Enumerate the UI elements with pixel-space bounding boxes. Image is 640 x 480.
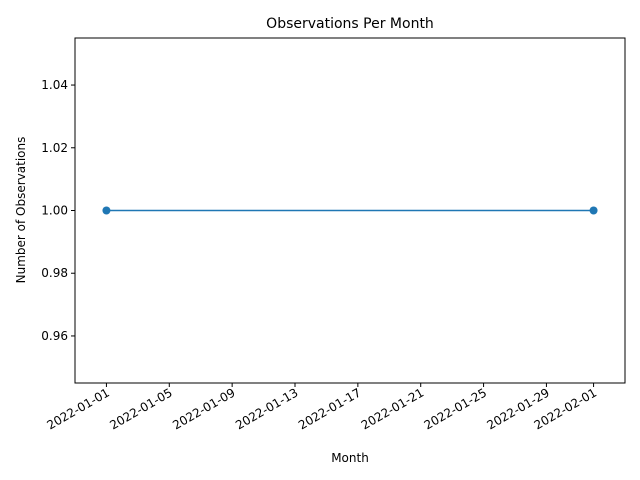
- y-tick-label: 1.04: [41, 78, 68, 92]
- data-point: [102, 206, 111, 215]
- y-tick-label: 1.00: [41, 204, 68, 218]
- y-tick-label: 0.96: [41, 329, 68, 343]
- y-tick-label: 0.98: [41, 266, 68, 280]
- y-axis-label: Number of Observations: [14, 137, 28, 284]
- y-axis-ticks: 0.96 0.98 1.00 1.02 1.04: [41, 78, 75, 343]
- chart-title: Observations Per Month: [266, 16, 434, 32]
- series-layer: [102, 206, 598, 215]
- x-axis-label: Month: [331, 451, 369, 465]
- plot-area-frame: [74, 37, 626, 384]
- y-tick-label: 1.02: [41, 141, 68, 155]
- data-point: [589, 206, 598, 215]
